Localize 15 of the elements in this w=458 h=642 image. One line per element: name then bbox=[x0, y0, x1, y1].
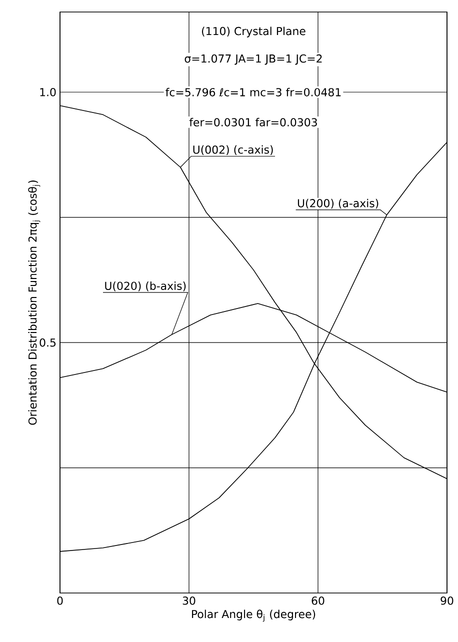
y-tick-label: 0.5 bbox=[40, 338, 56, 347]
annotation: σ=1.077 JA=1 JB=1 JC=2 bbox=[184, 54, 322, 65]
text: U(020) (b-axis) bbox=[105, 282, 186, 292]
annotation: fer=0.0301 far=0.0303 bbox=[189, 118, 317, 126]
x-tick-label: 0 bbox=[57, 596, 63, 605]
series-label: U(002) (c-axis) bbox=[193, 145, 273, 156]
annotation: fc=5.796 ℓc=1 mc=3 fr=0.0481 bbox=[166, 88, 341, 96]
series-label: U(200) (a-axis) bbox=[298, 198, 378, 209]
x-tick-label: 90 bbox=[440, 596, 454, 605]
x-axis-title: Polar Angle θ$_{j}$ (degree) bbox=[192, 610, 316, 622]
annotation: (110) Crystal Plane bbox=[202, 26, 306, 38]
y-axis-title: Orientation Distribution Function 2πq$_{j}$ (cosθ$_{j}$) bbox=[28, 180, 40, 425]
y-tick-label: 1.0 bbox=[40, 88, 56, 96]
x-tick-label: 30 bbox=[182, 596, 196, 605]
x-tick-label: 60 bbox=[312, 596, 324, 605]
